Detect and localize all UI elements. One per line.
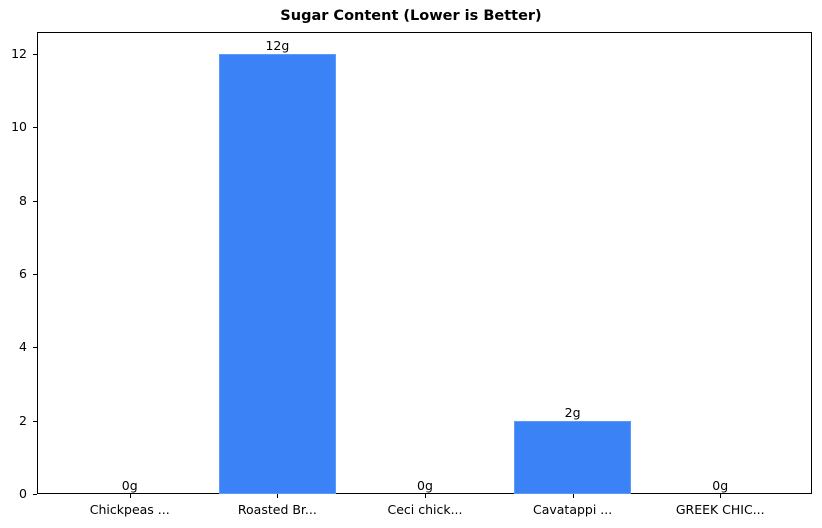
bar-value-label: 0g (121, 478, 138, 493)
y-tick-mark (33, 347, 37, 349)
x-tick-label: Roasted Br... (237, 502, 317, 517)
y-tick-label: 0 (19, 486, 27, 501)
y-tick-mark (33, 494, 37, 495)
y-tick-label: 10 (11, 119, 27, 135)
bar-value-label: 12g (265, 38, 290, 53)
y-tick-mark (33, 54, 37, 55)
y-tick-label: 12 (11, 46, 27, 61)
x-tick-mark (572, 494, 574, 498)
y-tick-mark (33, 274, 37, 275)
chart-title: Sugar Content (Lower is Better) (280, 8, 542, 24)
y-tick-mark (33, 127, 37, 129)
y-tick-mark (33, 420, 37, 422)
x-tick-mark (129, 494, 131, 498)
bar-value-label: 0g (712, 478, 729, 493)
x-tick-label: Ceci chick... (387, 502, 463, 517)
bar-value-label: 2g (564, 404, 581, 420)
y-tick-label: 2 (19, 412, 27, 428)
y-tick-label: 6 (19, 266, 27, 281)
y-tick-label: 4 (19, 339, 27, 355)
bar (218, 54, 336, 494)
x-tick-mark (720, 494, 722, 498)
y-tick-mark (33, 200, 37, 202)
x-tick-mark (425, 494, 426, 498)
x-tick-mark (277, 494, 279, 498)
bar-value-label: 0g (417, 478, 433, 493)
x-tick-label: Cavatappi ... (532, 502, 613, 517)
bar (514, 420, 632, 494)
plot-area (37, 32, 812, 494)
x-tick-label: GREEK CHIC... (675, 502, 765, 517)
y-tick-label: 8 (19, 192, 27, 208)
x-tick-label: Chickpeas ... (89, 502, 170, 517)
